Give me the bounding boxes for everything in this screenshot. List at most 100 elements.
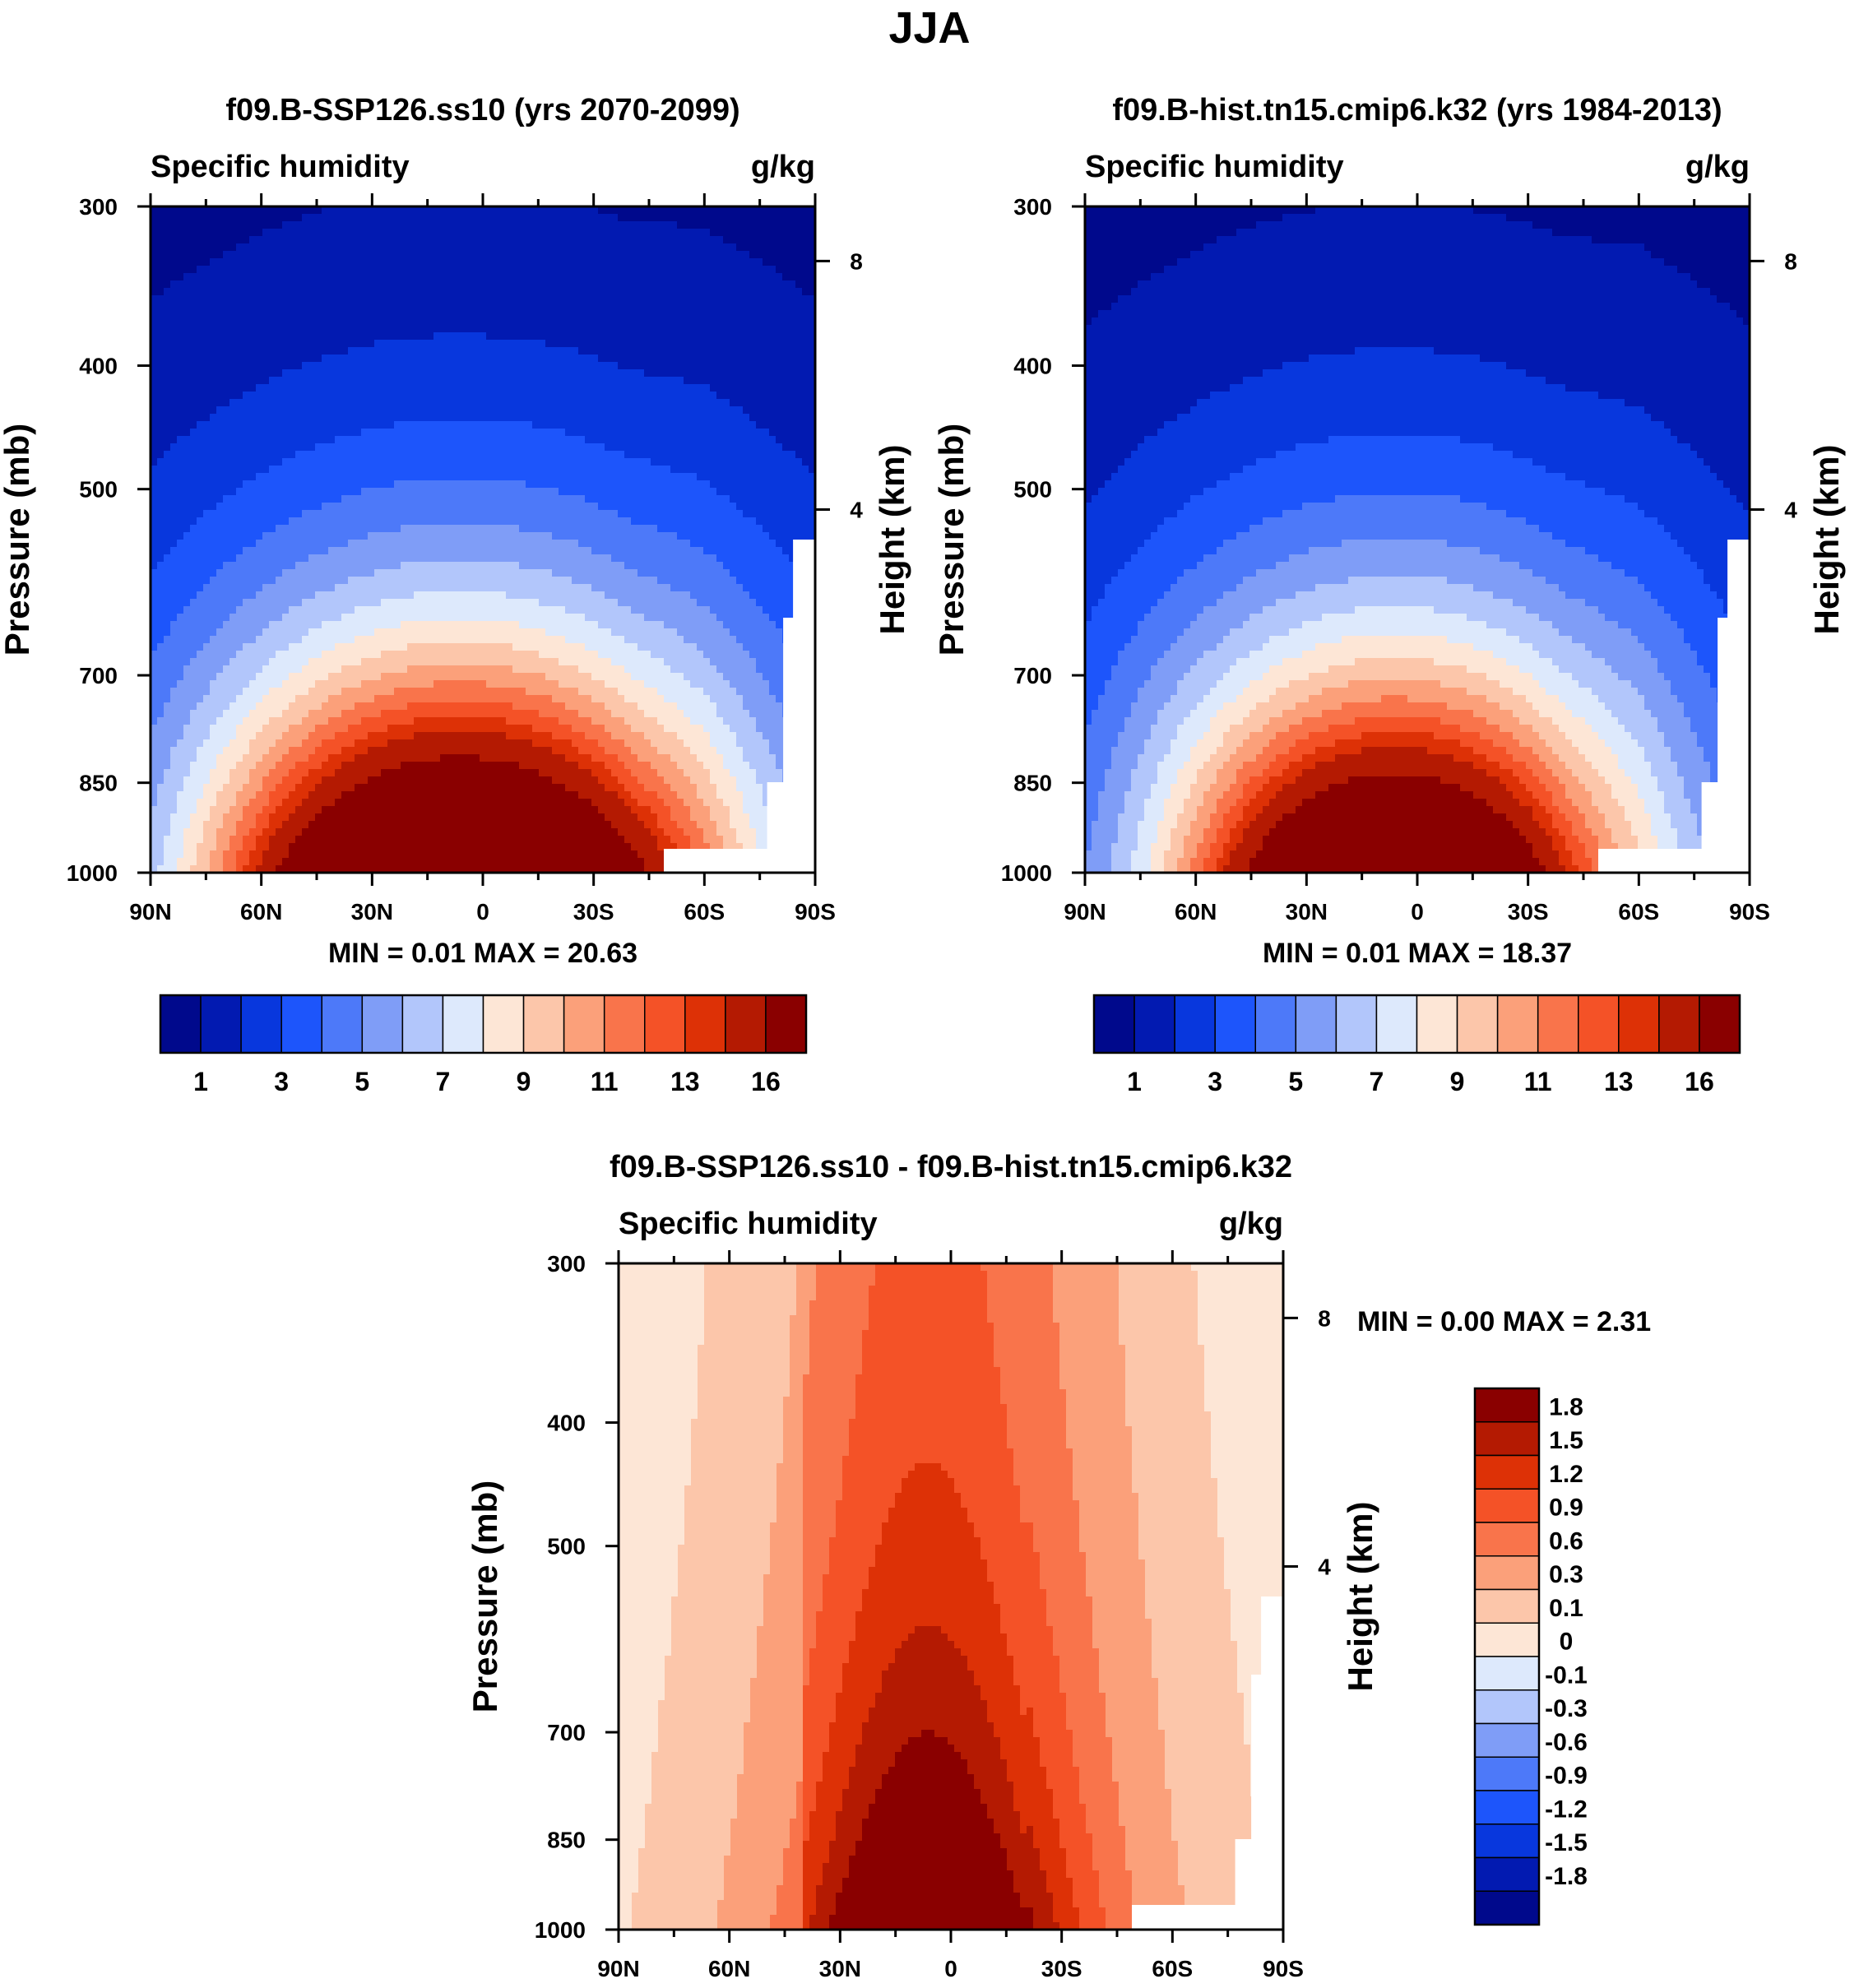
contour-cell bbox=[1651, 813, 1671, 822]
contour-cell bbox=[565, 429, 770, 437]
contour-cell bbox=[1099, 1648, 1152, 1657]
contour-cell bbox=[803, 1900, 817, 1908]
contour-cell bbox=[249, 776, 263, 785]
contour-cell bbox=[987, 1300, 1054, 1309]
contour-cell bbox=[704, 1308, 797, 1316]
contour-cell bbox=[151, 280, 171, 289]
contour-cell bbox=[276, 762, 296, 770]
contour-cell bbox=[790, 1374, 804, 1383]
contour-cell bbox=[994, 1582, 1041, 1590]
contour-cell bbox=[803, 1434, 850, 1442]
contour-cell bbox=[717, 1900, 777, 1908]
contour-cell bbox=[1256, 791, 1277, 799]
contour-cell bbox=[704, 1323, 790, 1331]
contour-cell bbox=[216, 843, 230, 851]
contour-cell bbox=[1092, 1619, 1152, 1627]
topography-mask bbox=[664, 540, 815, 873]
contour-cell bbox=[1697, 280, 1750, 289]
contour-cell bbox=[823, 1774, 850, 1782]
contour-cell bbox=[1152, 1619, 1231, 1627]
contour-cell bbox=[1125, 1848, 1179, 1856]
contour-cell bbox=[1119, 1330, 1198, 1338]
contour-cell bbox=[256, 843, 270, 851]
contour-cell bbox=[269, 821, 283, 829]
contour-cell bbox=[1092, 606, 1152, 614]
contour-cell bbox=[842, 1685, 883, 1694]
contour-cell bbox=[1085, 399, 1198, 407]
contour-cell bbox=[552, 776, 599, 785]
contour-cell bbox=[1644, 406, 1750, 415]
contour-cell bbox=[704, 1286, 797, 1294]
contour-cell bbox=[1506, 784, 1527, 792]
contour-cell bbox=[328, 717, 362, 725]
contour-cell bbox=[177, 680, 211, 688]
colorbar-label: 5 bbox=[355, 1067, 369, 1096]
colorbar-swatch bbox=[1474, 1555, 1540, 1591]
contour-cell bbox=[1158, 1685, 1238, 1694]
contour-cell bbox=[243, 643, 290, 651]
contour-cell bbox=[216, 791, 237, 799]
contour-cell bbox=[1717, 473, 1750, 481]
contour-cell bbox=[1697, 451, 1750, 459]
contour-cell bbox=[1079, 1545, 1139, 1553]
contour-cell bbox=[1184, 503, 1303, 511]
colorbar-swatch bbox=[1474, 1823, 1540, 1859]
contour-cell bbox=[1532, 725, 1560, 733]
contour-cell bbox=[315, 747, 342, 755]
colorbar-swatch bbox=[1474, 1656, 1540, 1691]
contour-cell bbox=[1198, 1286, 1283, 1294]
colorbar-swatch bbox=[725, 994, 767, 1054]
contour-cell bbox=[1132, 1434, 1212, 1442]
contour-cell bbox=[1085, 214, 1283, 222]
contour-cell bbox=[619, 1382, 698, 1390]
contour-cell bbox=[1020, 1508, 1080, 1516]
contour-cell bbox=[1013, 1796, 1054, 1805]
contour-cell bbox=[796, 1789, 804, 1797]
contour-cell bbox=[605, 725, 632, 733]
contour-cell bbox=[1131, 776, 1158, 785]
contour-cell bbox=[743, 510, 815, 518]
contour-cell bbox=[862, 1337, 994, 1346]
contour-cell bbox=[1099, 1671, 1152, 1679]
contour-cell bbox=[790, 1833, 804, 1842]
contour-cell bbox=[322, 762, 342, 770]
contour-cell bbox=[1138, 828, 1158, 836]
contour-cell bbox=[1552, 621, 1619, 629]
contour-cell bbox=[1223, 732, 1250, 740]
contour-cell bbox=[1210, 688, 1244, 696]
contour-cell bbox=[1073, 1737, 1113, 1745]
contour-cell bbox=[1263, 725, 1290, 733]
contour-cell bbox=[644, 710, 684, 718]
contour-cell bbox=[651, 1767, 744, 1775]
units-label: g/kg bbox=[1219, 1207, 1283, 1241]
contour-cell bbox=[1073, 1456, 1133, 1464]
contour-cell bbox=[216, 762, 237, 770]
contour-cell bbox=[578, 540, 691, 548]
contour-cell bbox=[1157, 776, 1178, 785]
colorbar-label: -1.5 bbox=[1545, 1829, 1588, 1856]
contour-cell bbox=[1282, 769, 1303, 777]
contour-cell bbox=[151, 554, 165, 563]
contour-cell bbox=[619, 1796, 652, 1805]
contour-cell bbox=[657, 821, 678, 829]
contour-cell bbox=[1079, 1907, 1106, 1916]
contour-cell bbox=[1513, 710, 1540, 718]
contour-cell bbox=[849, 1648, 896, 1657]
contour-cell bbox=[1085, 510, 1178, 518]
contour-cell bbox=[803, 1856, 830, 1864]
contour-cell bbox=[236, 791, 257, 799]
contour-cell bbox=[1677, 762, 1711, 770]
contour-cell bbox=[1217, 680, 1250, 688]
contour-cell bbox=[1106, 1907, 1133, 1916]
contour-cell bbox=[1151, 673, 1184, 681]
contour-cell bbox=[1119, 1286, 1198, 1294]
contour-cell bbox=[1605, 488, 1731, 496]
contour-cell bbox=[849, 1419, 1008, 1427]
colorbar-swatch bbox=[1496, 994, 1539, 1054]
colorbar-swatch bbox=[1214, 994, 1256, 1054]
contour-cell bbox=[1249, 525, 1540, 533]
contour-cell bbox=[749, 591, 815, 600]
contour-cell bbox=[619, 1856, 639, 1864]
contour-cell bbox=[1263, 747, 1290, 755]
contour-cell bbox=[1657, 725, 1691, 733]
